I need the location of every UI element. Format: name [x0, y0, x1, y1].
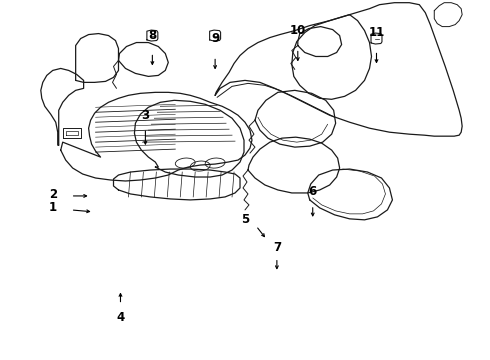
Text: 3: 3 [141, 109, 149, 122]
Text: 6: 6 [309, 185, 317, 198]
Text: 7: 7 [273, 241, 281, 254]
Text: 9: 9 [211, 32, 219, 45]
Text: 10: 10 [290, 24, 306, 37]
Text: 8: 8 [148, 29, 156, 42]
Text: 2: 2 [49, 188, 57, 202]
Text: 4: 4 [116, 311, 124, 324]
Text: 1: 1 [49, 201, 57, 215]
Text: 5: 5 [241, 213, 249, 226]
Text: 11: 11 [368, 26, 385, 39]
